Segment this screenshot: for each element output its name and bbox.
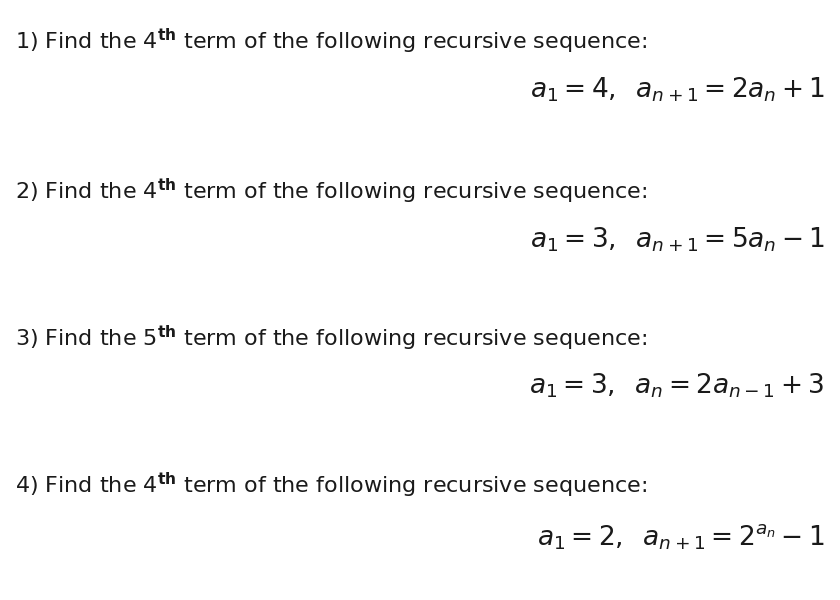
Text: $a_1 = 3, \;\; a_{n+1} = 5a_n - 1$: $a_1 = 3, \;\; a_{n+1} = 5a_n - 1$ xyxy=(530,225,825,253)
Text: 4) Find the 4$^{\mathbf{th}}$ term of the following recursive sequence:: 4) Find the 4$^{\mathbf{th}}$ term of th… xyxy=(15,471,647,500)
Text: $a_1 =2, \;\; a_{n+1} = 2^{a_n} - 1$: $a_1 =2, \;\; a_{n+1} = 2^{a_n} - 1$ xyxy=(538,522,825,551)
Text: 2) Find the 4$^{\mathbf{th}}$ term of the following recursive sequence:: 2) Find the 4$^{\mathbf{th}}$ term of th… xyxy=(15,177,647,206)
Text: $a_1 = 3, \;\; a_n = 2a_{n-1} + 3$: $a_1 = 3, \;\; a_n = 2a_{n-1} + 3$ xyxy=(529,372,825,401)
Text: 1) Find the 4$^{\mathbf{th}}$ term of the following recursive sequence:: 1) Find the 4$^{\mathbf{th}}$ term of th… xyxy=(15,27,647,56)
Text: 3) Find the 5$^{\mathbf{th}}$ term of the following recursive sequence:: 3) Find the 5$^{\mathbf{th}}$ term of th… xyxy=(15,324,647,353)
Text: $a_1 = 4, \;\; a_{n+1} = 2a_n + 1$: $a_1 = 4, \;\; a_{n+1} = 2a_n + 1$ xyxy=(530,75,825,103)
